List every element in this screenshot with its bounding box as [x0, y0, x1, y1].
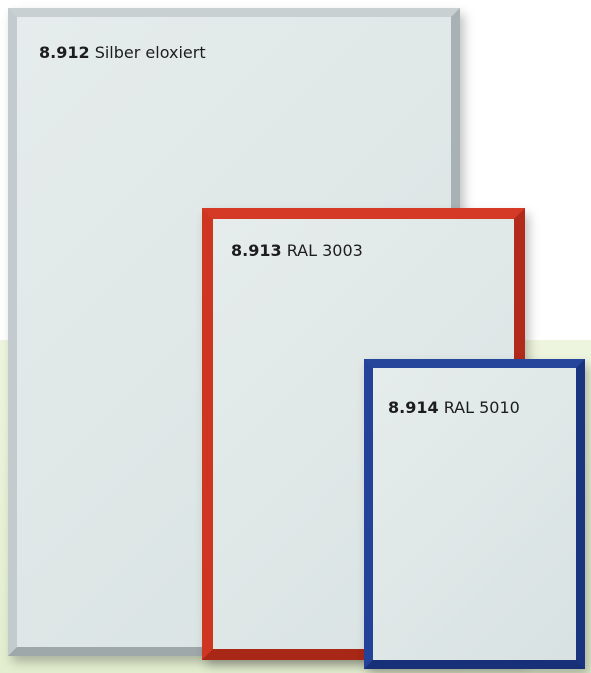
code: 8.914 — [388, 398, 439, 417]
code: 8.913 — [231, 241, 282, 260]
label: RAL 3003 — [287, 241, 363, 260]
label: RAL 5010 — [444, 398, 520, 417]
page: 8.912 Silber eloxiert 8.913 RAL 3003 8.9… — [0, 0, 591, 673]
caption: 8.912 Silber eloxiert — [39, 43, 206, 62]
blue-frame: 8.914 RAL 5010 — [364, 359, 585, 669]
label: Silber eloxiert — [95, 43, 206, 62]
code: 8.912 — [39, 43, 90, 62]
caption: 8.913 RAL 3003 — [231, 241, 363, 260]
caption: 8.914 RAL 5010 — [388, 398, 520, 417]
